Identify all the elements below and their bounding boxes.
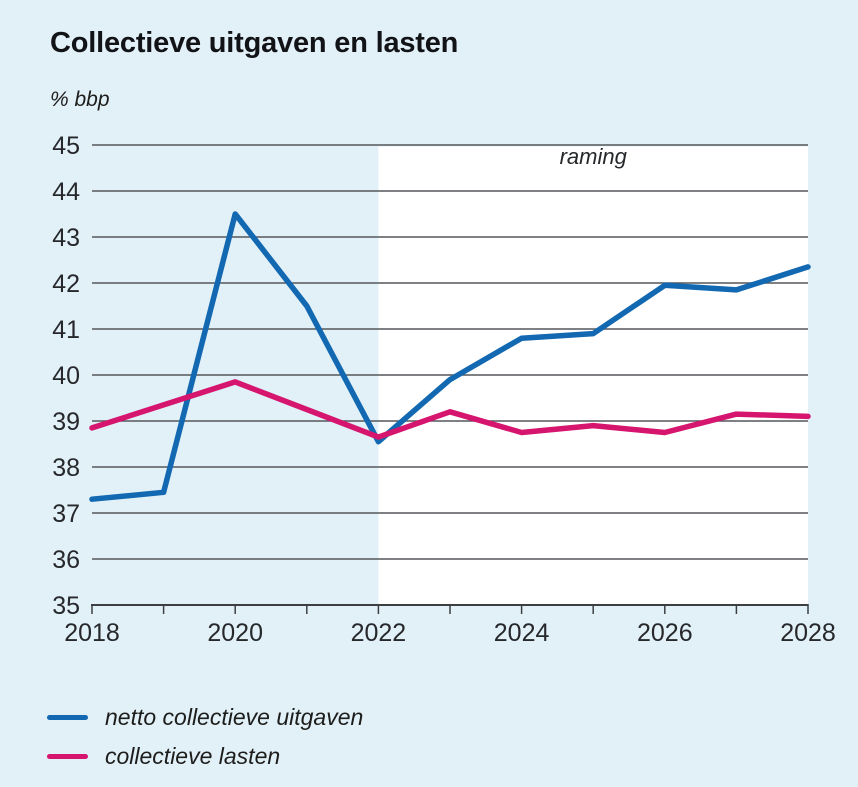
y-axis-unit-label: % bbp <box>50 88 110 111</box>
y-tick-label-37: 37 <box>52 500 80 528</box>
x-tick-label-2018: 2018 <box>64 619 120 647</box>
series-line-netto-collectieve-uitgaven <box>89 211 811 502</box>
x-tick-label-2024: 2024 <box>494 619 550 647</box>
y-tick-label-40: 40 <box>52 362 80 390</box>
legend: netto collectieve uitgaven collectieve l… <box>47 704 363 769</box>
legend-swatch-pink-line-icon <box>47 753 88 759</box>
y-tick-label-35: 35 <box>52 592 80 620</box>
legend-item-netto-collectieve-uitgaven: netto collectieve uitgaven <box>47 704 363 730</box>
y-tick-label-36: 36 <box>52 546 80 574</box>
forecast-label: raming <box>560 144 628 169</box>
x-tick-label-2026: 2026 <box>637 619 693 647</box>
page-title: Collectieve uitgaven en lasten <box>50 27 459 59</box>
legend-item-collectieve-lasten: collectieve lasten <box>47 743 363 769</box>
x-tick-label-2028: 2028 <box>780 619 836 647</box>
y-tick-label-39: 39 <box>52 408 80 436</box>
legend-label-netto-collectieve-uitgaven: netto collectieve uitgaven <box>105 703 364 730</box>
y-tick-label-38: 38 <box>52 454 80 482</box>
line-chart: raming 35 36 37 38 39 40 41 42 43 44 45 2018 2020 2022… <box>52 132 836 647</box>
y-tick-label-41: 41 <box>52 316 80 344</box>
x-tick-label-2020: 2020 <box>207 619 263 647</box>
y-tick-label-42: 42 <box>52 270 80 298</box>
y-tick-label-45: 45 <box>52 132 80 160</box>
legend-label-collectieve-lasten: collectieve lasten <box>105 742 281 769</box>
y-tick-label-43: 43 <box>52 224 80 252</box>
legend-swatch-blue-line-icon <box>47 714 88 720</box>
x-tick-label-2022: 2022 <box>351 619 407 647</box>
series-line-collectieve-lasten <box>89 379 811 440</box>
y-tick-label-44: 44 <box>52 178 80 206</box>
